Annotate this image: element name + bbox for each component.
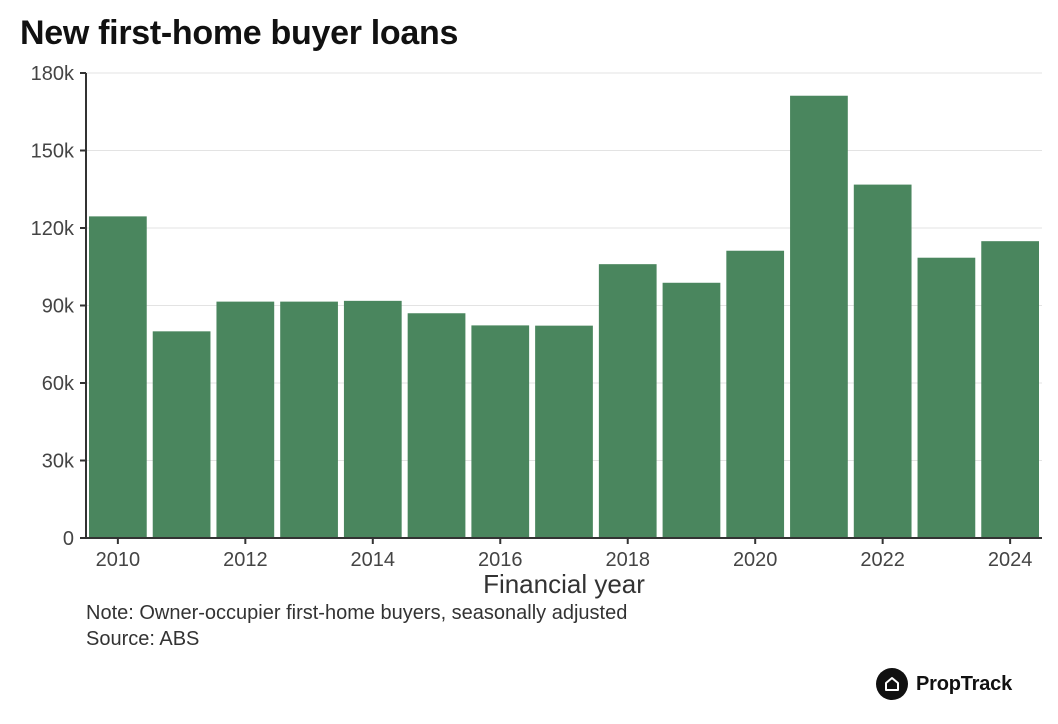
y-tick-label: 120k [31,218,75,240]
bar-2024 [981,241,1039,539]
x-tick-label: 2012 [223,549,268,571]
bar-2022 [853,184,912,538]
bar-2010 [89,216,147,538]
x-tick-label: 2022 [860,549,905,571]
bar-2014 [343,300,402,538]
brand-logo: PropTrack [876,668,1012,700]
bar-2013 [280,301,338,538]
bar-2020 [726,250,785,538]
x-tick-labels: 2010 2012 2014 2016 2018 2020 2022 2024 [96,538,1033,571]
x-tick-label: 2024 [988,549,1033,571]
bars [89,95,1039,539]
y-tick-label: 150k [31,141,75,163]
bar-2011 [152,331,211,538]
y-tick-labels: 0 30k 60k 90k 120k 150k 180k [31,63,86,550]
x-tick-label: 2020 [733,549,778,571]
y-tick-label: 180k [31,63,75,85]
bar-2018 [598,264,657,538]
x-tick-label: 2014 [351,549,396,571]
bar-2023 [917,257,976,538]
bar-2016 [471,325,530,538]
x-tick-label: 2016 [478,549,523,571]
chart-title: New first-home buyer loans [20,14,459,52]
x-tick-label: 2010 [96,549,141,571]
x-tick-label: 2018 [605,549,650,571]
source-text: Source: ABS [86,628,200,650]
y-tick-label: 60k [42,373,75,395]
chart-notes: Note: Owner-occupier first-home buyers, … [86,600,627,652]
note-text: Note: Owner-occupier first-home buyers, … [86,602,628,624]
house-icon [876,668,908,700]
bar-2015 [407,313,466,538]
bar-2017 [535,325,593,538]
y-tick-label: 0 [63,528,74,550]
bar-2021 [790,95,848,538]
brand-name: PropTrack [916,672,1013,695]
y-tick-label: 30k [42,451,75,473]
y-tick-label: 90k [42,296,75,318]
bar-2019 [662,282,721,538]
x-axis-label: Financial year [483,569,645,599]
bar-2012 [216,301,275,538]
